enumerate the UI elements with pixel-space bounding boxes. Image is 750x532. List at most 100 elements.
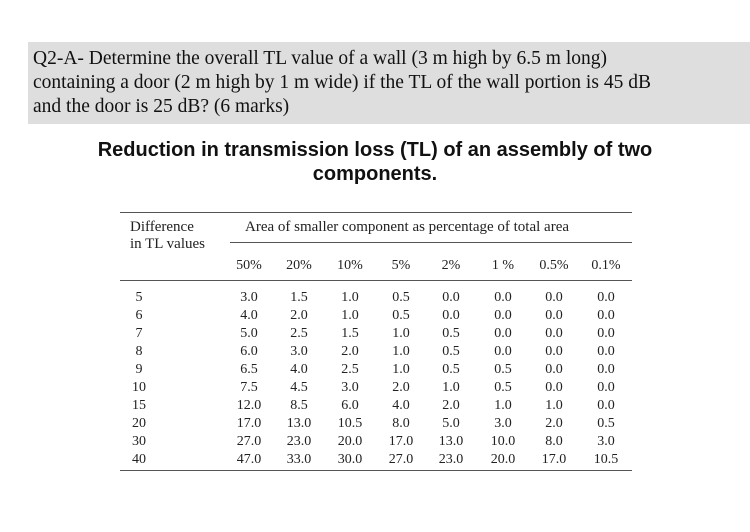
- table-cell: 3.0: [597, 434, 615, 449]
- table-cell: 5.0: [442, 416, 460, 431]
- table-cell: 6.0: [240, 344, 258, 359]
- table-cell: 17.0: [541, 452, 567, 467]
- column-header: 5%: [391, 258, 411, 273]
- table-cell: 5.0: [240, 326, 258, 341]
- column-header: 0.5%: [539, 258, 569, 273]
- table-cell: 1.0: [392, 362, 410, 377]
- table-cell: 2.0: [341, 344, 359, 359]
- table-cell: 3.0: [494, 416, 512, 431]
- row-label: 10: [132, 380, 146, 395]
- table-cell: 0.0: [545, 326, 563, 341]
- table-cell: 4.0: [392, 398, 410, 413]
- table-cell: 8.0: [392, 416, 410, 431]
- table-cell: 2.0: [545, 416, 563, 431]
- table-cell: 0.0: [494, 308, 512, 323]
- table-cell: 4.0: [240, 308, 258, 323]
- table-cell: 20.0: [490, 452, 516, 467]
- table-cell: 0.0: [545, 344, 563, 359]
- table-bottom-rule: [120, 470, 632, 471]
- table-cell: 30.0: [337, 452, 363, 467]
- table-cell: 0.5: [442, 344, 460, 359]
- table-cell: 2.5: [341, 362, 359, 377]
- table-cell: 0.0: [494, 326, 512, 341]
- column-header: 50%: [236, 258, 262, 273]
- row-header: Difference in TL values: [130, 219, 205, 253]
- table-cell: 0.5: [392, 308, 410, 323]
- row-label: 8: [135, 344, 143, 359]
- table-cell: 0.0: [442, 308, 460, 323]
- table-cell: 0.0: [597, 308, 615, 323]
- row-header-line: in TL values: [130, 236, 205, 252]
- table-header-rule: [230, 242, 632, 243]
- table-column-header-rule: [120, 280, 632, 281]
- row-label: 15: [132, 398, 146, 413]
- table-cell: 23.0: [286, 434, 312, 449]
- table-cell: 1.0: [341, 308, 359, 323]
- table-cell: 2.0: [392, 380, 410, 395]
- table-cell: 0.0: [597, 290, 615, 305]
- table-cell: 1.5: [341, 326, 359, 341]
- question-line: containing a door (2 m high by 1 m wide)…: [33, 72, 651, 93]
- row-label: 7: [135, 326, 143, 341]
- table-cell: 23.0: [438, 452, 464, 467]
- table-cell: 1.0: [494, 398, 512, 413]
- question-line: and the door is 25 dB? (6 marks): [33, 96, 290, 117]
- table-cell: 0.5: [392, 290, 410, 305]
- table-cell: 2.0: [442, 398, 460, 413]
- table-cell: 12.0: [236, 398, 262, 413]
- table-cell: 0.0: [597, 380, 615, 395]
- table-cell: 0.0: [545, 362, 563, 377]
- table-cell: 17.0: [388, 434, 414, 449]
- table-cell: 3.0: [341, 380, 359, 395]
- table-cell: 1.0: [341, 290, 359, 305]
- table-cell: 0.0: [597, 326, 615, 341]
- table-cell: 2.0: [290, 308, 308, 323]
- table-title: Reduction in transmission loss (TL) of a…: [0, 138, 750, 186]
- table-cell: 4.5: [290, 380, 308, 395]
- table-cell: 0.0: [597, 362, 615, 377]
- table-cell: 3.0: [240, 290, 258, 305]
- row-label: 30: [132, 434, 146, 449]
- table-cell: 0.0: [545, 290, 563, 305]
- table-cell: 1.0: [442, 380, 460, 395]
- table-cell: 6.5: [240, 362, 258, 377]
- table-cell: 27.0: [236, 434, 262, 449]
- table-cell: 3.0: [290, 344, 308, 359]
- question-text: Q2-A- Determine the overall TL value of …: [33, 47, 723, 119]
- table-cell: 13.0: [286, 416, 312, 431]
- table-cell: 7.5: [240, 380, 258, 395]
- row-label: 6: [135, 308, 143, 323]
- table-cell: 0.5: [494, 380, 512, 395]
- question-line: Q2-A- Determine the overall TL value of …: [33, 48, 608, 69]
- table-cell: 17.0: [236, 416, 262, 431]
- table-cell: 2.5: [290, 326, 308, 341]
- table-cell: 0.0: [494, 344, 512, 359]
- table-top-rule: [120, 212, 632, 213]
- table-cell: 0.0: [442, 290, 460, 305]
- table-cell: 33.0: [286, 452, 312, 467]
- table-title-line: components.: [312, 163, 438, 185]
- row-label: 5: [135, 290, 143, 305]
- table-cell: 0.0: [545, 308, 563, 323]
- column-header: 0.1%: [591, 258, 621, 273]
- column-group-header: Area of smaller component as percentage …: [245, 219, 570, 235]
- table-cell: 27.0: [388, 452, 414, 467]
- column-header: 20%: [286, 258, 312, 273]
- table-cell: 0.0: [597, 398, 615, 413]
- table-cell: 1.0: [545, 398, 563, 413]
- row-label: 20: [132, 416, 146, 431]
- table-cell: 20.0: [337, 434, 363, 449]
- table-cell: 0.5: [494, 362, 512, 377]
- table-cell: 47.0: [236, 452, 262, 467]
- table-cell: 0.0: [494, 290, 512, 305]
- column-header: 10%: [337, 258, 363, 273]
- table-cell: 1.0: [392, 344, 410, 359]
- row-label: 9: [135, 362, 143, 377]
- table-title-line: Reduction in transmission loss (TL) of a…: [97, 139, 653, 161]
- column-header: 1 %: [491, 258, 515, 273]
- table-cell: 1.5: [290, 290, 308, 305]
- table-cell: 6.0: [341, 398, 359, 413]
- table-cell: 10.5: [337, 416, 363, 431]
- table-cell: 13.0: [438, 434, 464, 449]
- row-header-line: Difference: [130, 219, 194, 235]
